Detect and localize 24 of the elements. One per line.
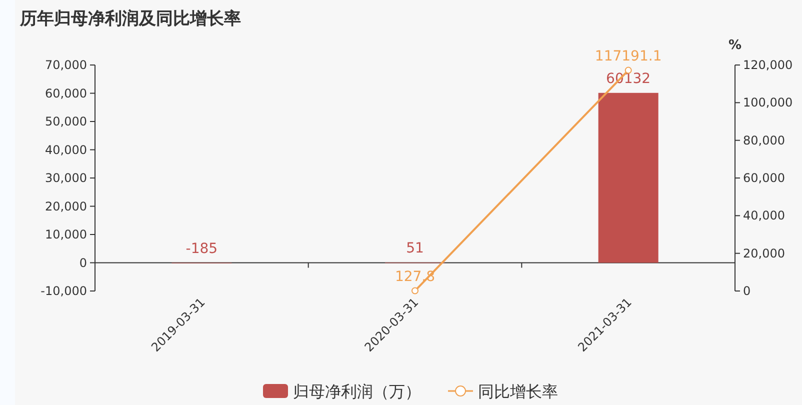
y2-axis-title: %: [728, 38, 742, 53]
y-tick-label: 20,000: [45, 199, 87, 214]
y2-tick-label: 60,000: [743, 171, 785, 185]
y2-tick-label: 120,000: [743, 58, 793, 72]
y-tick-label: 10,000: [45, 228, 87, 242]
data-label: 117191.1: [594, 48, 662, 64]
y-tick-label: 30,000: [45, 171, 87, 185]
legend-label: 归母净利润（万）: [293, 382, 421, 401]
legend-label: 同比增长率: [478, 382, 558, 401]
y2-tick-label: 40,000: [743, 208, 785, 223]
y2-tick-label: 20,000: [743, 246, 785, 260]
y2-tick-label: 0: [743, 284, 751, 298]
y-tick-label: 0: [79, 256, 87, 270]
y-tick-label: 50,000: [45, 114, 87, 128]
data-label: 51: [406, 240, 424, 257]
y-tick-label: 40,000: [45, 142, 87, 157]
y-tick-label: 70,000: [45, 58, 87, 72]
data-label: -185: [186, 240, 218, 257]
y2-tick-label: 80,000: [743, 133, 785, 148]
y-tick-label: 60,000: [45, 86, 87, 100]
y2-tick-label: 100,000: [743, 96, 793, 110]
bar: [598, 92, 658, 263]
chart-title: 历年归母净利润及同比增长率: [19, 9, 241, 29]
y-tick-label: -10,000: [40, 284, 87, 298]
